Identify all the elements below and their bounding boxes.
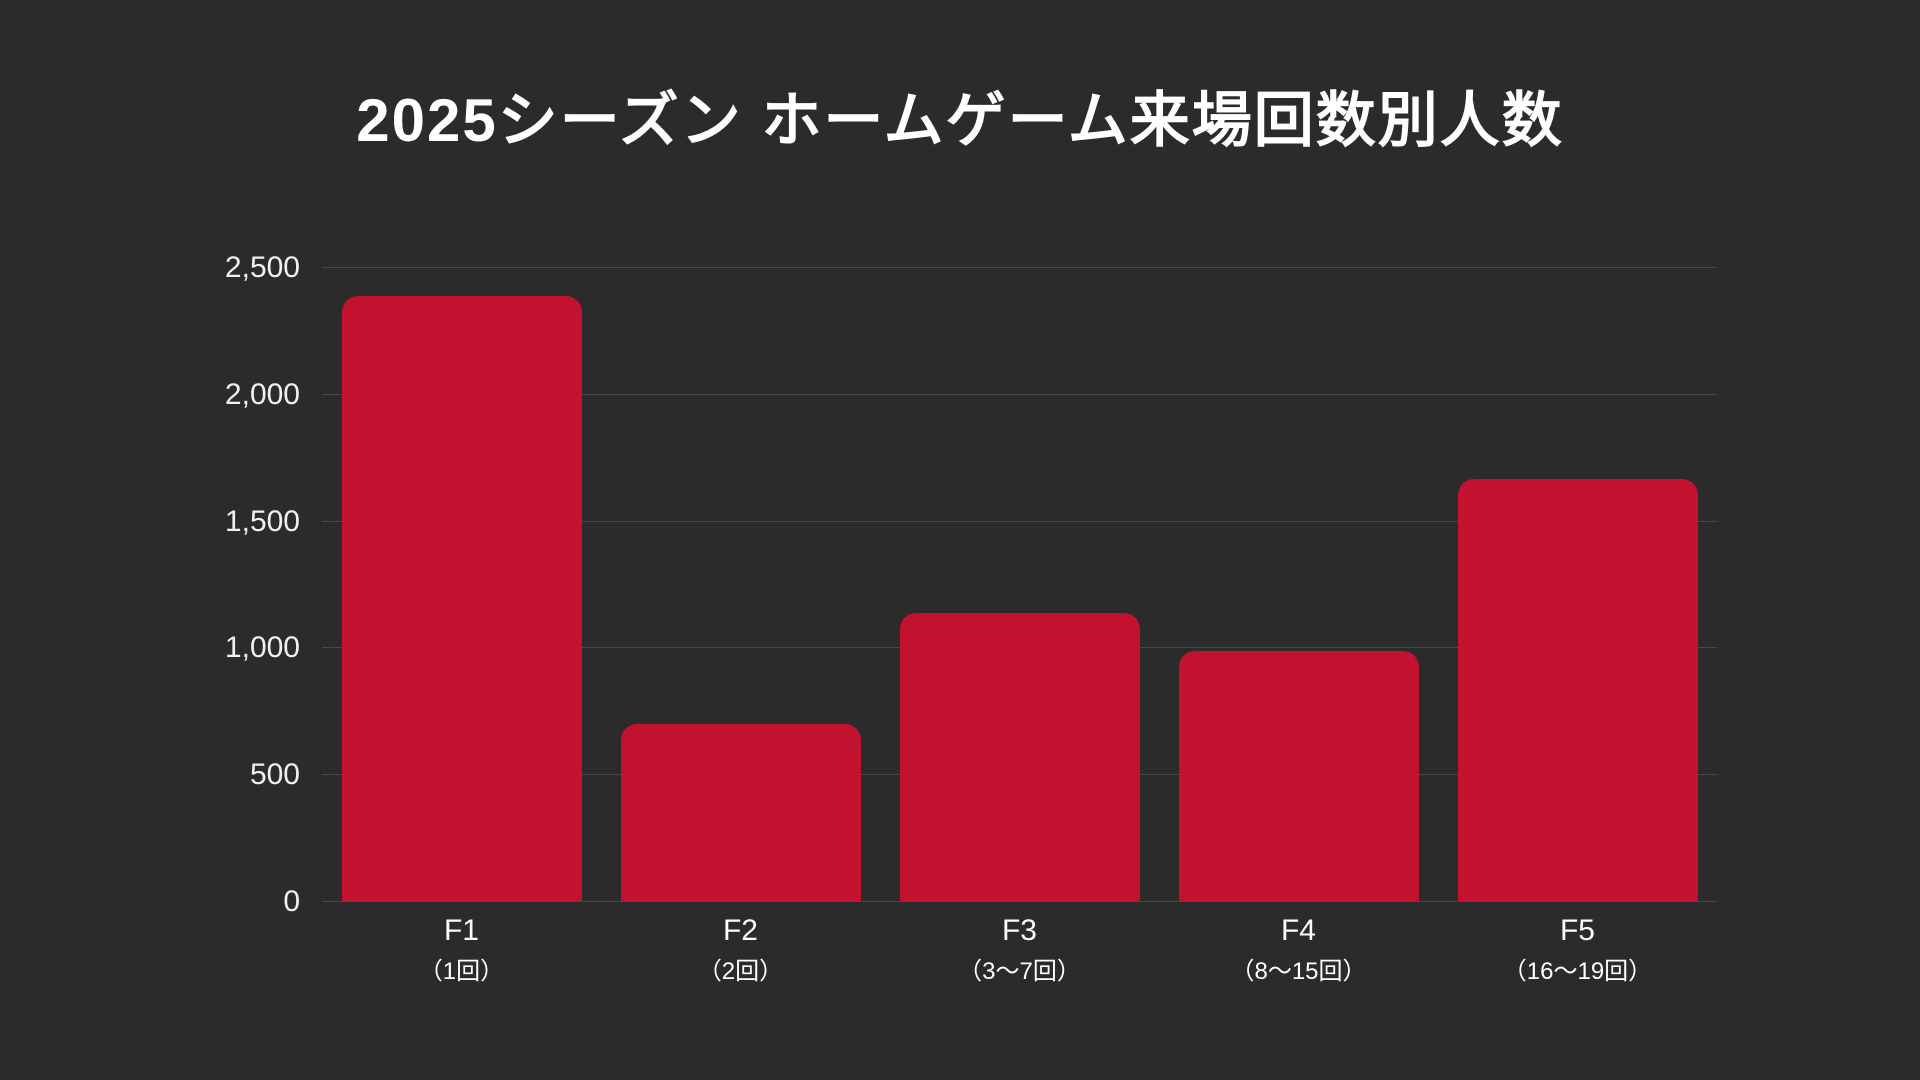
x-label-group: F3 （3〜7回） (880, 914, 1159, 986)
gridline (322, 393, 1717, 395)
category-sublabel: （16〜19回） (1502, 958, 1653, 985)
bar-f4 (1178, 650, 1419, 902)
x-label-group: F2 （2回） (601, 914, 880, 986)
gridline (322, 267, 1717, 268)
category-label: F3 (1001, 914, 1037, 947)
plot-area (322, 267, 1717, 902)
category-label: F4 (1280, 914, 1316, 947)
category-label: F5 (1559, 914, 1595, 947)
category-sublabel: （3〜7回） (958, 958, 1081, 985)
category-sublabel: （1回） (418, 958, 505, 985)
x-label-group: F5 （16〜19回） (1438, 914, 1717, 986)
bars-container (322, 268, 1717, 902)
gridline (322, 520, 1717, 522)
category-label: F2 (722, 914, 758, 947)
bar-slot (1159, 268, 1438, 902)
bar-slot (601, 268, 880, 902)
chart-title: 2025シーズン ホームゲーム来場回数別人数 (356, 87, 1564, 154)
y-axis: 0 500 1,000 1,500 2,000 2,500 (140, 253, 300, 917)
x-label-group: F1 （1回） (322, 914, 601, 986)
y-tick-label: 1,000 (224, 631, 300, 665)
bar-slot (1438, 268, 1717, 902)
y-tick-label: 500 (249, 758, 300, 792)
y-tick-label: 2,000 (224, 377, 300, 411)
bar-slot (322, 268, 601, 902)
category-sublabel: （2回） (697, 958, 784, 985)
bar-f5 (1457, 478, 1698, 902)
x-label-group: F4 （8〜15回） (1159, 914, 1438, 986)
y-tick-label: 0 (283, 885, 300, 918)
y-tick-label: 2,500 (224, 251, 300, 284)
category-sublabel: （8〜15回） (1230, 958, 1367, 985)
bar-slot (880, 268, 1159, 902)
category-label: F1 (443, 914, 479, 947)
y-tick-label: 1,500 (224, 504, 300, 538)
bar-f2 (620, 724, 861, 902)
bar-f3 (899, 612, 1140, 902)
x-axis-labels: F1 （1回） F2 （2回） F3 （3〜7回） F4 （8〜15回） F5 （16〜19回） (322, 914, 1717, 986)
bar-f1 (341, 295, 582, 902)
